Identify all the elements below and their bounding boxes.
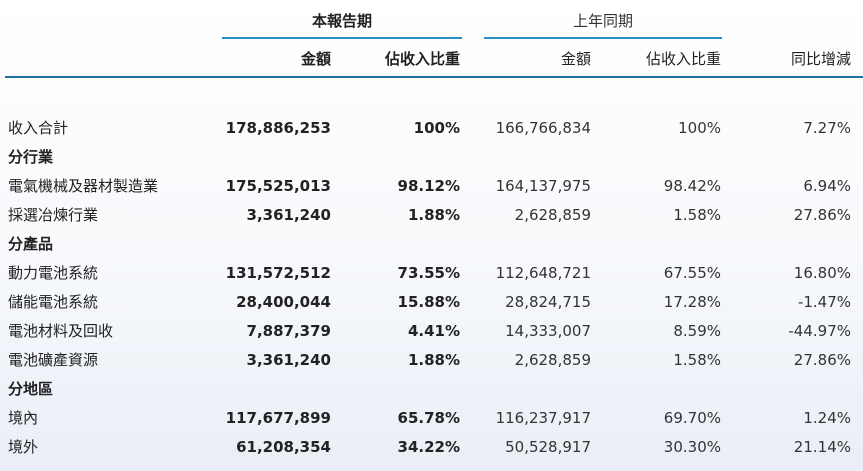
cell-prior-amount: 112,648,721 (495, 264, 591, 282)
section-row: 分產品 (0, 230, 863, 259)
cell-prior-amount: 14,333,007 (505, 322, 591, 340)
cell-amount: 3,361,240 (246, 351, 331, 369)
cell-prior-share: 1.58% (673, 351, 721, 369)
cell-amount: 7,887,379 (246, 322, 331, 340)
col-header-share: 佔收入比重 (384, 50, 460, 68)
cell-prior-share: 69.70% (663, 409, 721, 427)
cell-prior-share: 100% (678, 119, 721, 137)
cell-share: 1.88% (407, 351, 460, 369)
row-label: 分地區 (8, 380, 54, 398)
cell-prior-amount: 50,528,917 (505, 438, 591, 456)
row-label: 電池材料及回收 (8, 322, 114, 340)
col-header-prior-amount: 金額 (560, 50, 591, 68)
cell-prior-amount: 2,628,859 (514, 206, 591, 224)
cell-prior-amount: 166,766,834 (495, 119, 591, 137)
cell-prior-amount: 116,237,917 (495, 409, 591, 427)
cell-share: 98.12% (397, 177, 460, 195)
cell-amount: 178,886,253 (225, 119, 331, 137)
prior-period-underline (484, 37, 722, 39)
cell-yoy: 27.86% (793, 206, 851, 224)
cell-share: 73.55% (397, 264, 460, 282)
row-label: 動力電池系統 (8, 264, 99, 282)
section-row: 分地區 (0, 375, 863, 404)
col-header-prior-share: 佔收入比重 (645, 50, 721, 68)
cell-amount: 175,525,013 (225, 177, 331, 195)
row-label: 收入合計 (8, 119, 69, 137)
table-row: 採選冶煉行業 3,361,240 1.88% 2,628,859 1.58% 27.86% (0, 201, 863, 230)
cell-yoy: 16.80% (793, 264, 851, 282)
table-row: 儲能電池系統 28,400,044 15.88% 28,824,715 17.28% -1… (0, 288, 863, 317)
table-row: 境外 61,208,354 34.22% 50,528,917 30.30% 21.14% (0, 433, 863, 462)
cell-prior-share: 67.55% (663, 264, 721, 282)
col-header-yoy: 同比增減 (790, 50, 851, 68)
row-label: 分產品 (8, 235, 54, 253)
col-header-amount: 金額 (300, 50, 331, 68)
table-row: 電池材料及回收 7,887,379 4.41% 14,333,007 8.59% -44.… (0, 317, 863, 346)
period-header-current: 本報告期 (311, 12, 372, 30)
row-label: 電氣機械及器材製造業 (8, 177, 159, 195)
cell-share: 1.88% (407, 206, 460, 224)
cell-yoy: 27.86% (793, 351, 851, 369)
cell-share: 4.41% (407, 322, 460, 340)
row-label: 境外 (8, 438, 39, 456)
current-period-underline (222, 37, 462, 39)
cell-yoy: 6.94% (803, 177, 851, 195)
cell-amount: 117,677,899 (225, 409, 331, 427)
cell-prior-amount: 2,628,859 (514, 351, 591, 369)
section-row: 分行業 (0, 143, 863, 172)
cell-prior-share: 98.42% (663, 177, 721, 195)
table-body: 收入合計 178,886,253 100% 166,766,834 100% 7.27% 分… (0, 114, 863, 462)
row-label: 境內 (8, 409, 39, 427)
header-rule (5, 76, 863, 78)
cell-yoy: 1.24% (803, 409, 851, 427)
cell-share: 100% (413, 119, 460, 137)
cell-prior-share: 1.58% (673, 206, 721, 224)
cell-share: 34.22% (397, 438, 460, 456)
table-row: 電池礦產資源 3,361,240 1.88% 2,628,859 1.58% 27.86% (0, 346, 863, 375)
cell-prior-amount: 164,137,975 (495, 177, 591, 195)
table-row: 動力電池系統 131,572,512 73.55% 112,648,721 67.55%… (0, 259, 863, 288)
row-label: 電池礦產資源 (8, 351, 99, 369)
cell-share: 65.78% (397, 409, 460, 427)
cell-prior-share: 17.28% (663, 293, 721, 311)
cell-prior-amount: 28,824,715 (505, 293, 591, 311)
table-row: 電氣機械及器材製造業 175,525,013 98.12% 164,137,975 98… (0, 172, 863, 201)
cell-yoy: -1.47% (797, 293, 851, 311)
cell-amount: 131,572,512 (225, 264, 331, 282)
cell-share: 15.88% (397, 293, 460, 311)
cell-yoy: -44.97% (788, 322, 851, 340)
cell-amount: 28,400,044 (236, 293, 331, 311)
row-label: 儲能電池系統 (8, 293, 99, 311)
cell-prior-share: 8.59% (673, 322, 721, 340)
row-label: 採選冶煉行業 (8, 206, 99, 224)
cell-yoy: 21.14% (793, 438, 851, 456)
table-row: 收入合計 178,886,253 100% 166,766,834 100% 7.27% (0, 114, 863, 143)
cell-yoy: 7.27% (803, 119, 851, 137)
cell-prior-share: 30.30% (663, 438, 721, 456)
period-header-prior: 上年同期 (572, 12, 633, 30)
cell-amount: 3,361,240 (246, 206, 331, 224)
row-label: 分行業 (8, 148, 54, 166)
cell-amount: 61,208,354 (236, 438, 331, 456)
table-row: 境內 117,677,899 65.78% 116,237,917 69.70% 1.24… (0, 404, 863, 433)
